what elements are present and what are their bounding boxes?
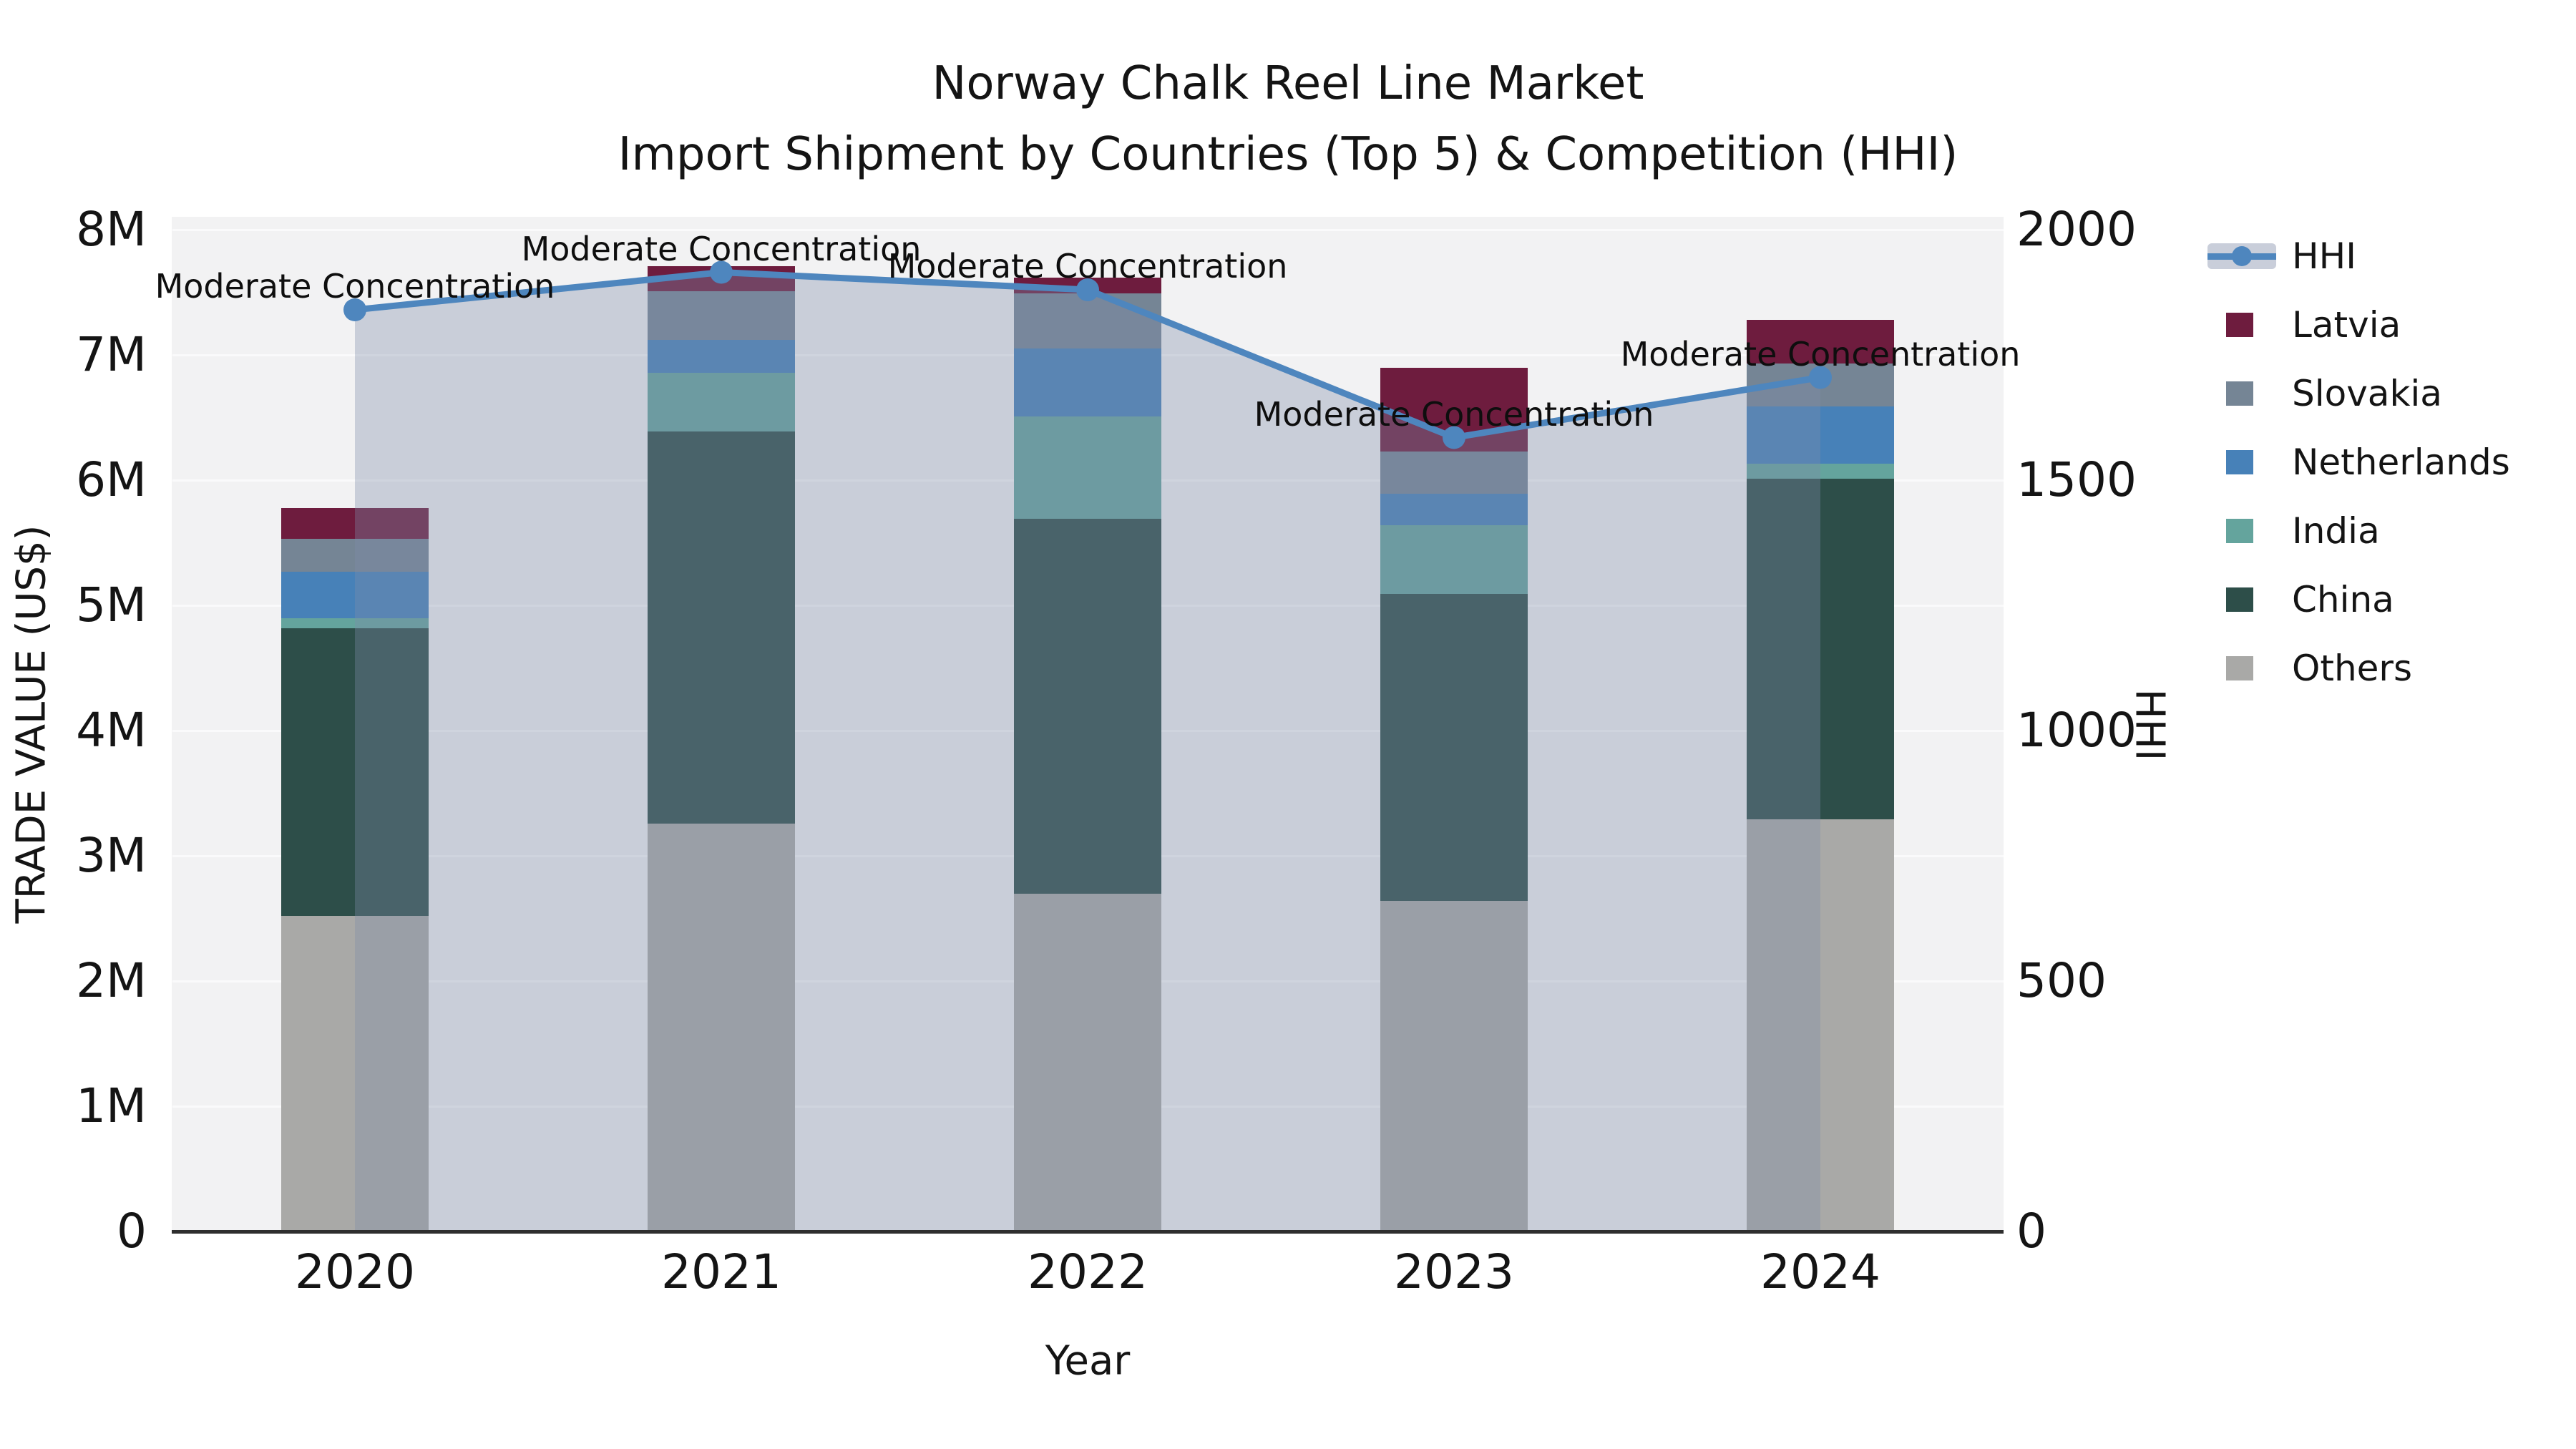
x-axis-line <box>172 1230 2004 1234</box>
hhi-annotation: Moderate Concentration <box>887 247 1288 286</box>
gridline <box>172 229 2004 231</box>
bar-segment-netherlands-2024 <box>1747 406 1894 464</box>
hhi-marker <box>1809 366 1832 389</box>
legend-swatch <box>2207 574 2276 625</box>
bar-segment-others-2020 <box>281 916 429 1231</box>
bar-segment-others-2024 <box>1747 819 1894 1231</box>
y-tick-label-left: 0 <box>117 1204 147 1259</box>
legend-label: Others <box>2292 648 2413 689</box>
legend-item-netherlands: Netherlands <box>2207 436 2510 488</box>
bar-segment-others-2023 <box>1380 901 1528 1231</box>
hhi-annotation: Moderate Concentration <box>1254 394 1654 434</box>
y-tick-label-left: 6M <box>76 452 147 507</box>
bar-segment-slovakia-2021 <box>648 291 795 340</box>
legend-label: China <box>2292 579 2394 620</box>
bar-segment-india-2024 <box>1747 464 1894 479</box>
y-tick-label-left: 4M <box>76 703 147 758</box>
hhi-legend-glyph <box>2207 230 2276 282</box>
bar-segment-china-2021 <box>648 431 795 824</box>
hhi-area-fill <box>355 272 1820 1231</box>
y-tick-label-left: 2M <box>76 953 147 1008</box>
bar-segment-india-2021 <box>648 372 795 431</box>
bar-segment-slovakia-2022 <box>1014 293 1161 349</box>
hhi-marker <box>710 260 733 284</box>
legend-swatch <box>2207 368 2276 419</box>
legend-swatch <box>2207 299 2276 351</box>
x-tick-label: 2021 <box>661 1244 781 1299</box>
chart-title-line1: Norway Chalk Reel Line Market <box>932 57 1644 110</box>
bar-segment-india-2020 <box>281 618 429 628</box>
y-tick-label-left: 3M <box>76 828 147 883</box>
y-tick-label-right: 0 <box>2016 1204 2046 1259</box>
legend-label: Latvia <box>2292 304 2401 346</box>
legend-label: Slovakia <box>2292 373 2442 414</box>
x-tick-label: 2024 <box>1760 1244 1880 1299</box>
y-tick-label-right: 1500 <box>2016 452 2137 507</box>
legend-item-china: China <box>2207 574 2394 625</box>
hhi-marker <box>343 298 366 321</box>
hhi-marker <box>1076 278 1099 301</box>
legend-item-hhi: HHI <box>2207 230 2356 282</box>
bar-segment-latvia-2020 <box>281 507 429 540</box>
y-tick-label-left: 5M <box>76 577 147 633</box>
y-tick-label-left: 7M <box>76 327 147 382</box>
x-tick-label: 2020 <box>295 1244 415 1299</box>
bar-segment-netherlands-2022 <box>1014 348 1161 416</box>
bar-segment-china-2020 <box>281 628 429 916</box>
bar-segment-india-2022 <box>1014 416 1161 519</box>
legend-label: Netherlands <box>2292 441 2510 483</box>
bar-segment-netherlands-2021 <box>648 340 795 373</box>
bar-segment-others-2022 <box>1014 893 1161 1231</box>
bar-segment-slovakia-2020 <box>281 539 429 572</box>
y-tick-label-left: 1M <box>76 1078 147 1133</box>
legend-label: HHI <box>2292 235 2356 277</box>
chart-title: Norway Chalk Reel Line Market Import Shi… <box>0 49 2576 190</box>
x-tick-label: 2022 <box>1028 1244 1148 1299</box>
hhi-annotation: Moderate Concentration <box>521 229 922 268</box>
hhi-marker <box>1443 426 1465 449</box>
legend-item-slovakia: Slovakia <box>2207 368 2442 419</box>
legend-item-india: India <box>2207 505 2380 557</box>
bar-segment-china-2023 <box>1380 594 1528 901</box>
chart-title-line2: Import Shipment by Countries (Top 5) & C… <box>618 128 1958 182</box>
y-tick-label-left: 8M <box>76 202 147 257</box>
legend-swatch <box>2207 436 2276 488</box>
legend-label: India <box>2292 510 2380 552</box>
legend-swatch <box>2207 643 2276 694</box>
hhi-annotation: Moderate Concentration <box>1620 334 2021 374</box>
bar-segment-others-2021 <box>648 823 795 1231</box>
legend-swatch <box>2207 505 2276 557</box>
bar-segment-china-2024 <box>1747 479 1894 820</box>
legend-item-latvia: Latvia <box>2207 299 2401 351</box>
y-tick-label-right: 1000 <box>2016 703 2137 758</box>
y-tick-label-right: 500 <box>2016 953 2107 1008</box>
x-tick-label: 2023 <box>1394 1244 1514 1299</box>
bar-segment-india-2023 <box>1380 525 1528 595</box>
bar-segment-netherlands-2020 <box>281 571 429 618</box>
bar-segment-slovakia-2023 <box>1380 451 1528 494</box>
bar-segment-china-2022 <box>1014 519 1161 894</box>
bar-segment-netherlands-2023 <box>1380 494 1528 525</box>
hhi-annotation: Moderate Concentration <box>155 267 555 306</box>
y-tick-label-right: 2000 <box>2016 202 2137 257</box>
bar-segment-latvia-2024 <box>1747 320 1894 364</box>
x-axis-title: Year <box>1045 1337 1131 1385</box>
legend-item-others: Others <box>2207 643 2412 694</box>
